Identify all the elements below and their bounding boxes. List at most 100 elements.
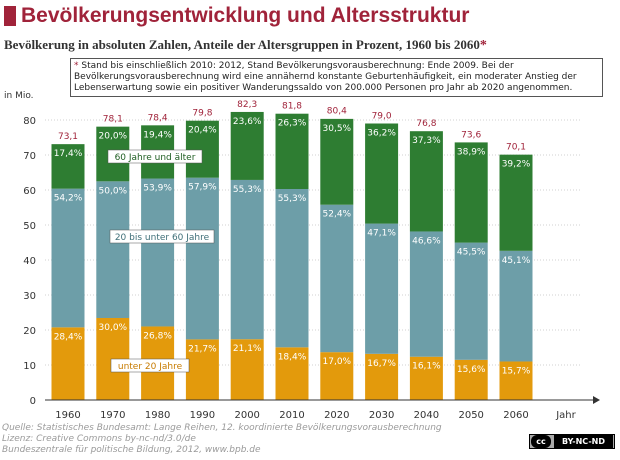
segment-label: 46,6% [412, 236, 441, 246]
segment-label: 26,3% [278, 119, 307, 129]
bar-segment [409, 356, 443, 400]
x-tick-label: 1960 [55, 410, 80, 420]
bar-segment [320, 204, 354, 353]
segment-label: 45,5% [457, 248, 486, 258]
bar-segment [454, 142, 488, 243]
total-label: 70,1 [506, 143, 526, 153]
segment-label: 21,7% [188, 344, 217, 354]
bar-segment [230, 111, 264, 180]
chart-title: Bevölkerungsentwicklung und Altersstrukt… [21, 4, 470, 27]
segment-label: 57,9% [188, 183, 217, 193]
total-label: 73,1 [58, 132, 78, 142]
legend-label: unter 20 Jahre [118, 362, 183, 372]
segment-label: 16,7% [367, 359, 396, 369]
y-tick-label: 20 [23, 326, 36, 337]
publisher-line: Bundeszentrale für politische Bildung, 2… [2, 445, 261, 455]
title-accent-bar [4, 6, 16, 26]
total-label: 81,8 [282, 102, 302, 112]
subtitle-text: Bevölkerung in absoluten Zahlen, Anteile… [4, 37, 480, 52]
segment-label: 21,1% [233, 344, 262, 354]
x-tick-label: 1990 [190, 410, 215, 420]
x-tick-label: 2000 [234, 410, 259, 420]
y-tick-label: 70 [23, 151, 36, 162]
segment-label: 36,2% [367, 129, 396, 139]
segment-label: 17,0% [323, 357, 352, 367]
subtitle-footnote-marker: * [479, 38, 487, 53]
footnote-text: Stand bis einschließlich 2010: 2012, Sta… [74, 61, 577, 93]
segment-label: 19,4% [143, 130, 172, 140]
x-tick-label: 2060 [503, 410, 528, 420]
segment-label: 54,2% [54, 194, 83, 204]
bar-segment [499, 154, 533, 251]
total-label: 79,8 [192, 109, 212, 119]
bar-segment [320, 352, 354, 400]
bar-segment [185, 177, 219, 340]
bar-segment [365, 223, 399, 354]
y-tick-label: 50 [23, 221, 36, 232]
segment-label: 20,0% [99, 132, 128, 142]
legend-box [109, 229, 215, 244]
segment-label: 37,3% [412, 136, 441, 146]
segment-label: 45,1% [502, 256, 531, 266]
segment-label: 17,4% [54, 149, 83, 159]
segment-label: 38,9% [457, 147, 486, 157]
segment-label: 47,1% [367, 229, 396, 239]
legend-box [110, 358, 190, 373]
bar-segment [96, 181, 130, 318]
x-tick-label: 1980 [145, 410, 170, 420]
cc-license-badge[interactable]: cc BY-NC-ND [529, 434, 615, 449]
segment-label: 39,2% [502, 160, 531, 170]
legend-label: 60 Jahre und älter [115, 153, 196, 163]
cc-icon: cc [531, 435, 551, 448]
license-line: Lizenz: Creative Commons by-nc-nd/3.0/de [2, 434, 196, 444]
y-tick-label: 40 [23, 256, 36, 267]
y-tick-label: 60 [23, 186, 36, 197]
chart-subtitle: Bevölkerung in absoluten Zahlen, Anteile… [4, 37, 487, 54]
total-label: 78,1 [103, 115, 123, 125]
x-tick-label: 2020 [324, 410, 349, 420]
segment-label: 28,4% [54, 332, 83, 342]
segment-label: 30,0% [99, 323, 128, 333]
segment-label: 18,4% [278, 352, 307, 362]
y-tick-label: 80 [23, 116, 36, 127]
x-tick-label: 2050 [458, 410, 483, 420]
bar-segment [185, 120, 219, 178]
bar-segment [365, 123, 399, 224]
bar-segment [230, 179, 264, 340]
segment-label: 15,7% [502, 366, 531, 376]
total-label: 78,4 [148, 114, 168, 124]
total-label: 80,4 [327, 107, 347, 117]
source-line: Quelle: Statistisches Bundesamt: Lange R… [2, 423, 442, 433]
bar-segment [454, 242, 488, 360]
footnote-marker: * [74, 61, 79, 71]
segment-label: 20,4% [188, 126, 217, 136]
x-axis-arrow [593, 396, 600, 404]
segment-label: 50,0% [99, 186, 128, 196]
segment-label: 53,9% [143, 184, 172, 194]
legend-box [107, 149, 203, 164]
segment-label: 52,4% [323, 210, 352, 220]
total-label: 76,8 [416, 119, 436, 129]
total-label: 73,6 [461, 130, 481, 140]
bar-segment [51, 144, 85, 189]
bar-segment [51, 327, 85, 400]
bar-segment [499, 250, 533, 362]
bar-segment [320, 118, 354, 205]
source-block: Quelle: Statistisches Bundesamt: Lange R… [2, 423, 442, 456]
bar-segment [409, 231, 443, 357]
footnote-box: * Stand bis einschließlich 2010: 2012, S… [70, 58, 603, 97]
segment-label: 16,1% [412, 362, 441, 372]
x-tick-label: 2010 [279, 410, 304, 420]
segment-label: 26,8% [143, 331, 172, 341]
bar-segment [51, 188, 85, 328]
segment-label: 55,3% [233, 185, 262, 195]
total-label: 82,3 [237, 100, 257, 110]
segment-label: 30,5% [323, 124, 352, 134]
x-axis-label: Jahr [555, 410, 576, 420]
bar-segment [275, 188, 309, 348]
bar-segment [454, 359, 488, 400]
bar-segment [230, 339, 264, 400]
bar-segment [275, 113, 309, 189]
bar-segment [499, 361, 533, 400]
